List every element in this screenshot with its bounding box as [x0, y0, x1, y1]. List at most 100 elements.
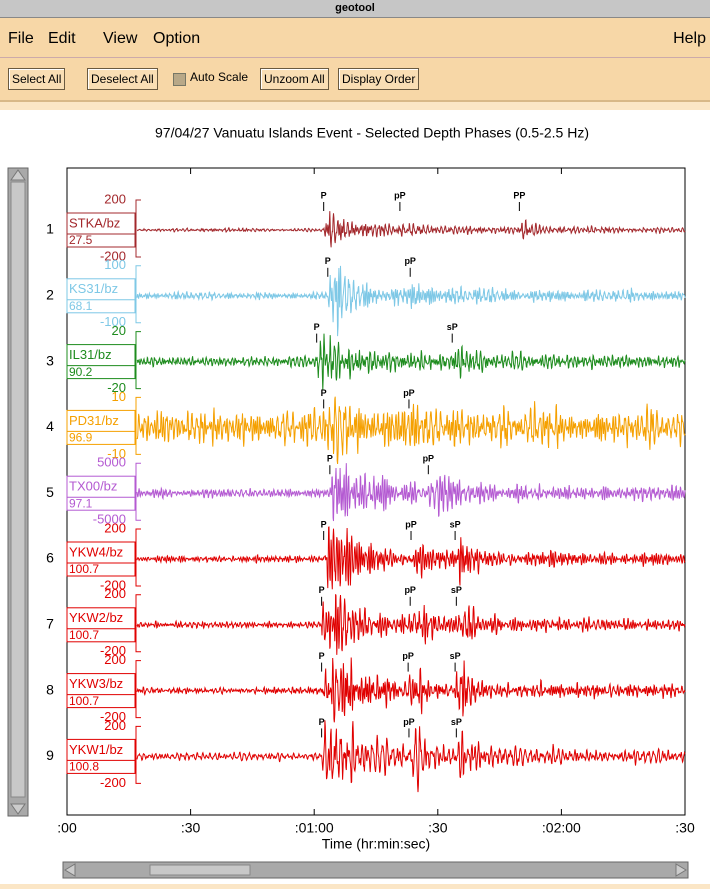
scroll-left[interactable] — [64, 863, 76, 877]
distance: 100.7 — [69, 628, 99, 642]
trace-number: 8 — [46, 681, 54, 697]
seismogram-plot: 97/04/27 Vanuatu Islands Event - Selecte… — [7, 125, 695, 879]
distance: 68.1 — [69, 299, 93, 313]
scale-top: 100 — [104, 257, 126, 272]
scale-bottom: -100 — [100, 314, 126, 329]
scale-bracket — [135, 660, 141, 719]
scale-top: 20 — [112, 323, 126, 338]
waveform — [136, 720, 686, 793]
scale-top: 200 — [104, 191, 126, 206]
phase-label: pP — [405, 519, 417, 529]
trace-label-box — [66, 673, 136, 709]
window-title: geotool — [335, 2, 375, 14]
phase-label: P — [319, 585, 325, 595]
x-tick-label: :00 — [57, 820, 77, 836]
x-axis-label: Time (hr:min:sec) — [322, 836, 430, 852]
h-scroll-thumb[interactable] — [149, 864, 251, 876]
scale-bracket — [135, 331, 141, 390]
trace-label-box — [66, 541, 136, 577]
station-name: KS31/bz — [69, 281, 118, 296]
station-name: YKW2/bz — [69, 610, 123, 625]
button[interactable]: Unzoom All — [260, 68, 329, 90]
menu-item[interactable]: View — [103, 30, 138, 47]
distance: 100.7 — [69, 562, 99, 576]
scale-bottom: -200 — [100, 577, 126, 592]
station-name: IL31/bz — [69, 347, 112, 362]
x-tick-label: :01:00 — [295, 820, 334, 836]
phase-label: sP — [451, 717, 462, 727]
station-name: YKW3/bz — [69, 676, 123, 691]
scale-bracket — [135, 725, 141, 784]
menu-item[interactable]: Option — [153, 30, 201, 47]
menu-item[interactable]: Edit — [48, 30, 76, 47]
distance: 90.2 — [69, 365, 93, 379]
scale-top: 200 — [104, 652, 126, 667]
scale-top: 200 — [104, 520, 126, 535]
waveform — [136, 265, 686, 337]
waveform — [136, 333, 686, 391]
phase-label: PP — [513, 190, 525, 200]
trace-number: 2 — [46, 287, 54, 303]
trace-number: 6 — [46, 550, 54, 566]
scale-bottom: -200 — [100, 775, 126, 790]
waveform — [136, 657, 686, 723]
v-scroll-thumb[interactable] — [10, 181, 26, 798]
trace-label-box — [66, 344, 136, 380]
distance: 27.5 — [69, 233, 93, 247]
phase-label: pP — [423, 454, 435, 464]
distance: 100.7 — [69, 694, 99, 708]
scroll-up[interactable] — [10, 169, 26, 181]
menu-help[interactable]: Help — [673, 30, 706, 47]
scroll-right[interactable] — [675, 863, 687, 877]
waveform — [136, 594, 686, 655]
button[interactable]: Display Order — [338, 68, 420, 90]
phase-label: P — [321, 388, 327, 398]
checkbox-label[interactable]: Auto Scale — [190, 70, 249, 84]
waveform — [136, 396, 686, 465]
waveform — [136, 526, 686, 590]
trace-number: 9 — [46, 747, 54, 763]
x-tick-label: :30 — [675, 820, 695, 836]
trace-label-box — [66, 607, 136, 643]
scale-top: 200 — [104, 718, 126, 733]
scale-bottom: -5000 — [93, 512, 126, 527]
trace-label-box — [66, 738, 136, 774]
waveform — [136, 463, 686, 522]
phase-label: pP — [403, 388, 415, 398]
scroll-down[interactable] — [10, 803, 26, 815]
phase-label: P — [314, 322, 320, 332]
button[interactable]: Deselect All — [87, 68, 158, 90]
scale-bottom: -200 — [100, 643, 126, 658]
button[interactable]: Select All — [8, 68, 66, 90]
phase-label: sP — [450, 651, 461, 661]
scale-bracket — [135, 199, 141, 258]
title-bar: geotool — [0, 0, 710, 18]
menu-item[interactable]: File — [8, 30, 34, 47]
scale-bracket — [135, 594, 141, 653]
scale-bottom: -200 — [100, 709, 126, 724]
trace-label-box — [66, 212, 136, 248]
plot-title: 97/04/27 Vanuatu Islands Event - Selecte… — [155, 125, 589, 141]
scale-bottom: -200 — [100, 248, 126, 263]
trace-label-box — [66, 278, 136, 314]
trace-number: 1 — [46, 221, 54, 237]
scale-top: 200 — [104, 586, 126, 601]
phase-label: P — [325, 256, 331, 266]
phase-label: sP — [451, 585, 462, 595]
scale-bracket — [135, 528, 141, 587]
phase-label: pP — [394, 190, 406, 200]
x-tick-label: :02:00 — [542, 820, 581, 836]
distance: 96.9 — [69, 431, 93, 445]
phase-label: pP — [404, 256, 416, 266]
scale-bracket — [135, 265, 141, 324]
phase-label: P — [321, 190, 327, 200]
checkbox[interactable] — [173, 73, 186, 86]
phase-label: pP — [404, 585, 416, 595]
scale-bottom: -20 — [107, 380, 126, 395]
trace-label-box — [66, 475, 136, 511]
scale-top: 5000 — [97, 455, 126, 470]
phase-label: P — [319, 717, 325, 727]
trace-number: 4 — [46, 418, 54, 434]
toolbar: Select All Deselect All Auto Scale Unzoo… — [0, 58, 710, 102]
